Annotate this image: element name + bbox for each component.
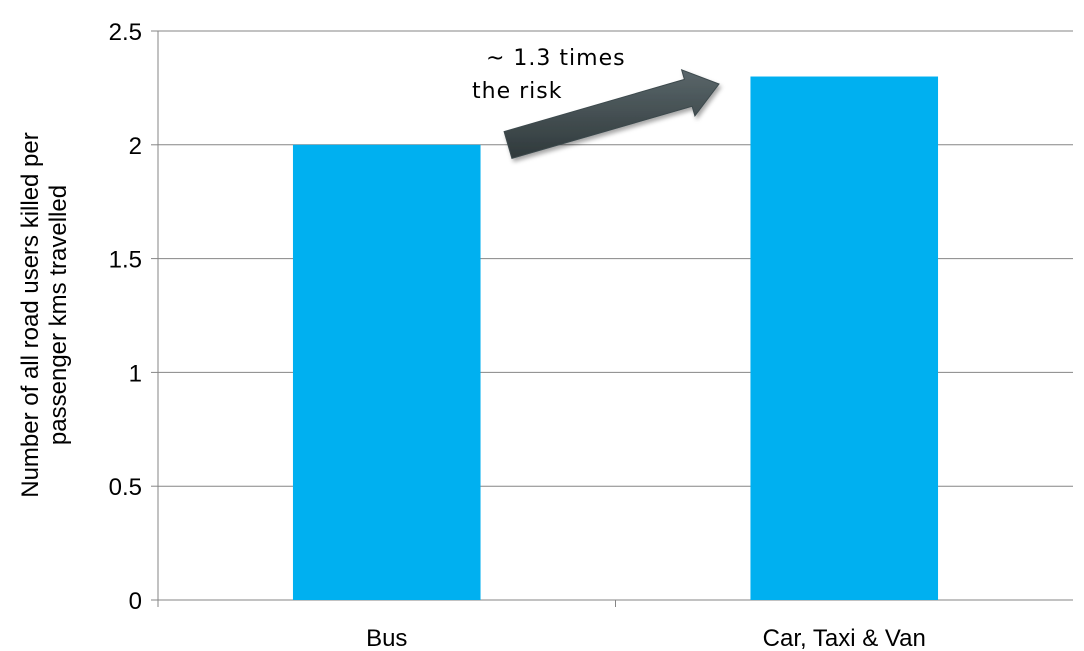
y-tick-label: 0.5 — [109, 474, 142, 501]
y-tick-labels: 0 0.5 1 1.5 2 2.5 — [109, 19, 142, 615]
y-tick-label: 1.5 — [109, 247, 142, 274]
y-axis-title: Number of all road users killed perpasse… — [17, 132, 72, 498]
y-axis-title-line: Number of all road users killed per — [17, 132, 44, 498]
y-axis-title-line: passenger kms travelled — [45, 185, 72, 445]
x-tick-label: Bus — [366, 625, 407, 651]
y-tick-label: 1 — [129, 360, 142, 387]
bar — [292, 144, 481, 601]
annotation-text-line: ~ 1.3 times — [486, 46, 626, 71]
x-tick-labels: Bus Car, Taxi & Van — [366, 625, 926, 651]
x-tick-label: Car, Taxi & Van — [763, 625, 926, 651]
annotation-text: ~ 1.3 times the risk — [472, 46, 626, 104]
y-tick-label: 0 — [129, 588, 142, 615]
annotation-arrow — [503, 68, 720, 160]
bar — [750, 76, 939, 600]
y-tick-label: 2.5 — [109, 19, 142, 46]
y-tick-label: 2 — [129, 133, 142, 160]
risk-annotation: ~ 1.3 times the risk — [472, 46, 720, 160]
annotation-text-line: the risk — [472, 79, 562, 104]
bars — [292, 76, 939, 601]
